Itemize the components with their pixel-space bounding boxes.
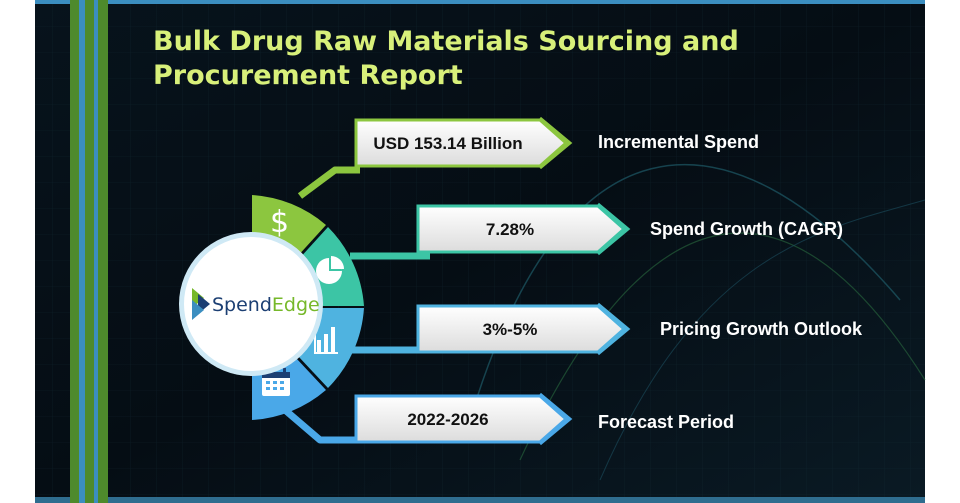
logo-wordmark: SpendEdge (212, 294, 320, 316)
calendar-icon (262, 368, 290, 396)
connector-incremental-spend (297, 166, 360, 199)
metric-incremental-spend: USD 153.14 Billion Incremental Spend (354, 116, 759, 170)
logo-part-edge: Edge (272, 294, 320, 316)
metric-value: 2022-2026 (407, 410, 488, 429)
metric-value: 3%-5% (483, 320, 538, 339)
metric-forecast-period: 2022-2026 Forecast Period (354, 392, 734, 446)
metric-label: Forecast Period (598, 412, 734, 432)
left-stripe (79, 0, 85, 503)
bar-chart-icon (314, 326, 338, 354)
spendedge-logo-icon (192, 288, 210, 320)
metric-label: Incremental Spend (598, 132, 759, 152)
left-stripe (94, 0, 98, 503)
left-stripe (70, 0, 79, 503)
bottom-border (35, 497, 925, 503)
logo-part-spend: Spend (212, 294, 272, 316)
metric-value: 7.28% (486, 220, 534, 239)
dollar-icon: $ (270, 205, 289, 240)
logo-circle (184, 237, 318, 371)
metric-label: Pricing Growth Outlook (660, 319, 863, 339)
report-title-line-1: Bulk Drug Raw Materials Sourcing and (153, 26, 739, 57)
metric-spend-growth: 7.28% Spend Growth (CAGR) (416, 202, 843, 256)
report-title-line-2: Procurement Report (153, 60, 463, 91)
left-stripe (98, 0, 108, 503)
metric-value: USD 153.14 Billion (373, 134, 522, 153)
metric-pricing-growth: 3%-5% Pricing Growth Outlook (416, 302, 863, 356)
decorative-curve (599, 199, 926, 481)
left-stripe (85, 0, 94, 503)
connector-forecast-period (282, 407, 360, 444)
decorative-curve (519, 232, 926, 461)
metric-label: Spend Growth (CAGR) (650, 219, 843, 239)
top-border (35, 0, 925, 4)
pie-chart-icon (316, 256, 344, 284)
